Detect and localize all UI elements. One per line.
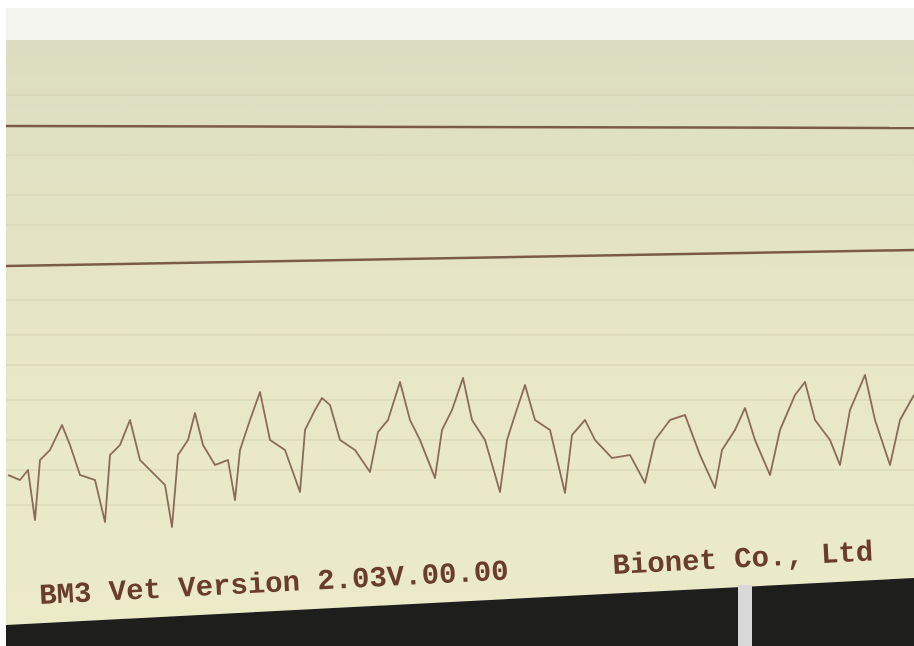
- page: BM3 Vet Version 2.03V.00.00 Bionet Co., …: [0, 0, 914, 646]
- photo: BM3 Vet Version 2.03V.00.00 Bionet Co., …: [0, 0, 914, 646]
- light-reflection: [738, 585, 752, 646]
- top-strip: [6, 8, 914, 40]
